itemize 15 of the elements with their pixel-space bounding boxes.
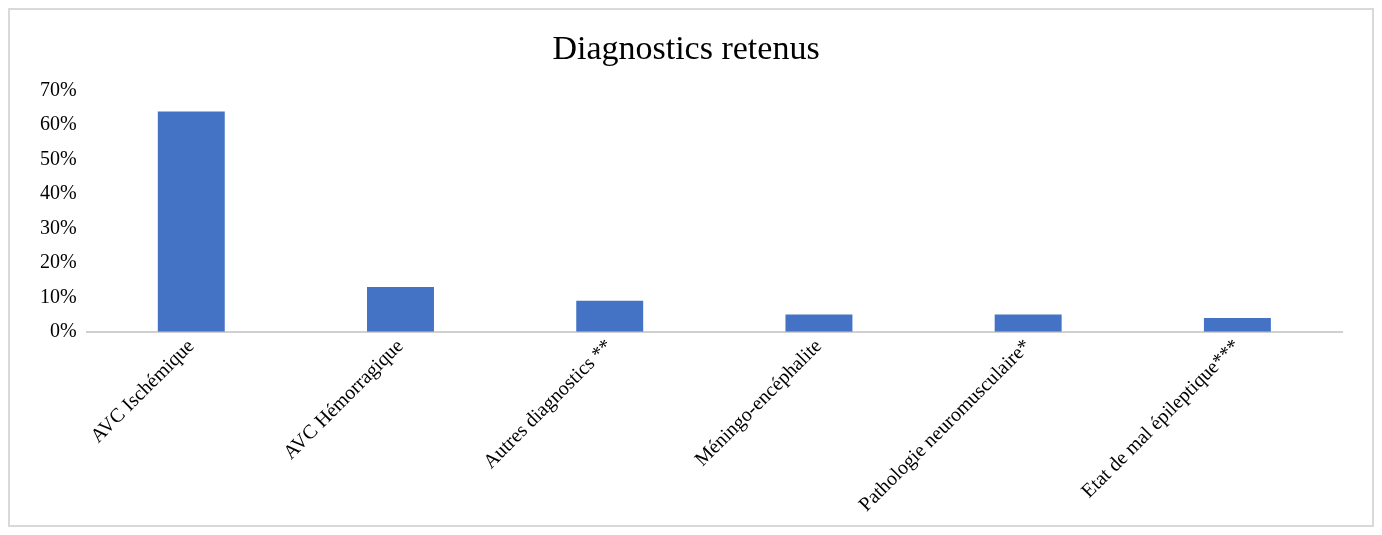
- bar: [576, 300, 644, 332]
- y-tick-label: 50%: [39, 146, 77, 169]
- y-tick-label: 20%: [39, 250, 77, 273]
- chart-title: Diagnostics retenus: [552, 29, 820, 67]
- y-tick-label: 70%: [39, 78, 77, 101]
- y-tick-label: 0%: [49, 318, 77, 341]
- bar: [157, 111, 225, 332]
- bar: [994, 314, 1062, 332]
- bar: [785, 314, 853, 332]
- y-tick-label: 10%: [39, 284, 77, 307]
- bar: [367, 286, 434, 332]
- y-tick-label: 40%: [39, 181, 77, 204]
- y-tick-label: 60%: [39, 112, 77, 135]
- y-tick-label: 30%: [39, 215, 77, 238]
- bar: [1203, 317, 1271, 332]
